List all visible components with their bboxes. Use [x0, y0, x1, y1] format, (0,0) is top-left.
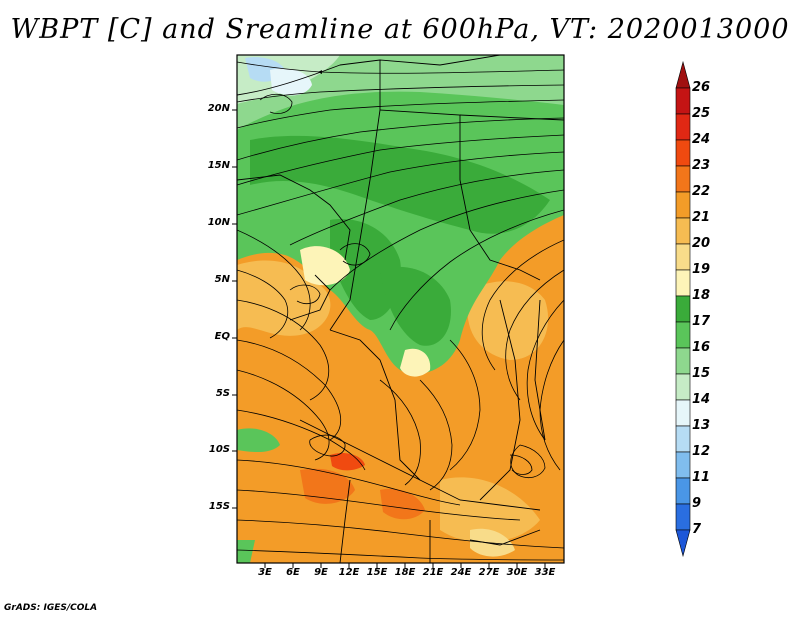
lon-label-6e: 6E [286, 567, 300, 578]
lon-label-27e: 27E [478, 567, 500, 578]
colorbar-swatch [675, 295, 691, 323]
colorbar-swatch [675, 451, 691, 479]
lon-label-18e: 18E [394, 567, 416, 578]
colorbar-label: 19 [692, 262, 711, 277]
lon-label-9e: 9E [314, 567, 328, 578]
lat-label-5n: 5N [214, 274, 230, 285]
colorbar-swatch [675, 503, 691, 531]
lon-label-12e: 12E [338, 567, 360, 578]
lat-label-15n: 15N [207, 160, 230, 171]
streamlines [237, 61, 564, 561]
colorbar-swatch [675, 529, 691, 558]
colorbar-label: 14 [692, 392, 711, 407]
colorbar-swatch [675, 477, 691, 505]
lat-label-20n: 20N [207, 103, 230, 114]
colorbar-swatch [675, 373, 691, 401]
lat-label-5s: 5S [215, 388, 230, 399]
lon-label-3e: 3E [258, 567, 272, 578]
colorbar-label: 17 [692, 314, 711, 329]
lat-label-10n: 10N [207, 217, 230, 228]
lon-label-30e: 30E [506, 567, 528, 578]
country-borders [237, 55, 564, 563]
map-frame [236, 54, 565, 564]
colorbar-label: 9 [692, 496, 702, 511]
colorbar-swatch [675, 347, 691, 375]
colorbar-swatch [675, 87, 691, 115]
colorbar-label: 24 [692, 132, 711, 147]
colorbar-swatch [675, 60, 691, 89]
colorbar-label: 7 [692, 522, 702, 537]
lon-label-21e: 21E [422, 567, 444, 578]
colorbar [675, 60, 691, 558]
lat-label-15s: 15S [208, 501, 230, 512]
colorbar-label: 13 [692, 418, 711, 433]
colorbar-label: 15 [692, 366, 711, 381]
colorbar-swatch [675, 425, 691, 453]
lat-label-10s: 10S [208, 444, 230, 455]
axis-ticks [232, 109, 546, 568]
colorbar-swatch [675, 165, 691, 193]
lat-label-eq: EQ [214, 331, 230, 342]
colorbar-label: 12 [692, 444, 711, 459]
colorbar-label: 18 [692, 288, 711, 303]
colorbar-label: 23 [692, 158, 711, 173]
colorbar-label: 11 [692, 470, 711, 485]
lon-label-24e: 24E [450, 567, 472, 578]
colorbar-swatch [675, 399, 691, 427]
colorbar-swatch [675, 269, 691, 297]
grads-credit: GrADS: IGES/COLA [4, 603, 98, 613]
colorbar-swatch [675, 217, 691, 245]
colorbar-label: 16 [692, 340, 711, 355]
wbpt-shaded-field [237, 55, 564, 563]
map-title: WBPT [C] and Sreamline at 600hPa, VT: 20… [10, 14, 790, 45]
colorbar-swatch [675, 113, 691, 141]
colorbar-label: 25 [692, 106, 711, 121]
lon-label-15e: 15E [366, 567, 388, 578]
colorbar-swatch [675, 243, 691, 271]
colorbar-label: 20 [692, 236, 711, 251]
colorbar-swatch [675, 191, 691, 219]
colorbar-label: 22 [692, 184, 711, 199]
colorbar-swatch [675, 321, 691, 349]
colorbar-label: 21 [692, 210, 711, 225]
colorbar-label: 26 [692, 80, 711, 95]
colorbar-swatch [675, 139, 691, 167]
lon-label-33e: 33E [534, 567, 556, 578]
